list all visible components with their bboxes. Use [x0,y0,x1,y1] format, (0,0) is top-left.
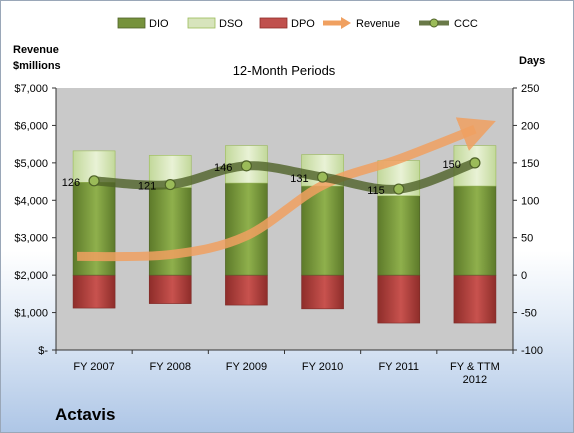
ccc-data-label: 115 [367,185,385,197]
ccc-point [164,178,176,191]
y-right-tick-label: -50 [521,308,537,320]
ccc-point [469,157,481,169]
bar-dpo [225,274,268,306]
ccc-data-label: 121 [138,181,156,193]
ccc-data-label: 146 [214,162,232,174]
bar-dpo [72,274,116,309]
x-tick-label: FY & TTM [450,361,500,373]
y-right-tick-label: 0 [521,270,527,282]
y-right-tick-label: 250 [521,83,539,95]
x-tick-label: FY 2011 [378,361,419,373]
company-name: Actavis [55,405,116,424]
legend-label: DSO [219,18,243,30]
x-tick-label: FY 2008 [150,361,191,373]
plot-area [56,88,513,350]
ccc-data-label: 131 [290,173,308,185]
bar-dpo [301,274,344,310]
y-left-tick-label: $4,000 [14,195,48,207]
y-left-tick-label: $3,000 [14,233,48,245]
legend-swatch [341,17,351,29]
y-left-tick-label: $6,000 [14,120,48,132]
y-right-tick-label: 50 [521,233,533,245]
y-left-tick-label: $2,000 [14,270,48,282]
y-right-axis-title: Days [519,55,545,67]
chart-title: 12-Month Periods [233,63,336,78]
bar-dio [72,182,116,276]
legend-swatch [187,17,216,29]
bar-dio [301,185,344,276]
y-left-tick-label: $- [38,345,48,357]
y-right-tick-label: 150 [521,158,539,170]
x-tick-label: FY 2010 [302,361,343,373]
legend-label: DPO [291,18,315,30]
ccc-point [316,171,329,183]
ccc-line [89,158,480,194]
y-right-tick-label: 200 [521,120,539,132]
y-left-tick-label: $1,000 [14,308,48,320]
y-right-tick-label: -100 [521,345,543,357]
x-tick-label: FY 2009 [226,361,267,373]
legend-swatch [259,17,288,29]
bar-dpo [453,274,497,324]
legend-label: DIO [149,18,169,30]
bar-dio [453,185,497,276]
x-tick-label: 2012 [463,374,487,386]
y-left-tick-label: $5,000 [14,158,48,170]
revenue-arrow [76,117,496,262]
legend-swatch [429,18,439,28]
ccc-point [393,183,405,195]
y-left-tick-label: $7,000 [14,83,48,95]
legend-swatch [117,17,146,29]
bar-dio [148,187,192,276]
bar-dio [377,195,421,276]
ccc-data-label: 126 [62,177,80,189]
legend-label: Revenue [356,18,400,30]
y-left-axis-title: $millions [13,60,61,72]
ccc-point [88,175,100,187]
y-right-tick-label: 100 [521,195,539,207]
ccc-data-label: 150 [443,159,461,171]
bar-dpo [148,274,192,304]
ccc-point [240,160,253,172]
legend-label: CCC [454,18,478,30]
bar-dpo [377,274,421,324]
x-tick-label: FY 2007 [73,361,114,373]
y-left-axis-title: Revenue [13,44,59,56]
